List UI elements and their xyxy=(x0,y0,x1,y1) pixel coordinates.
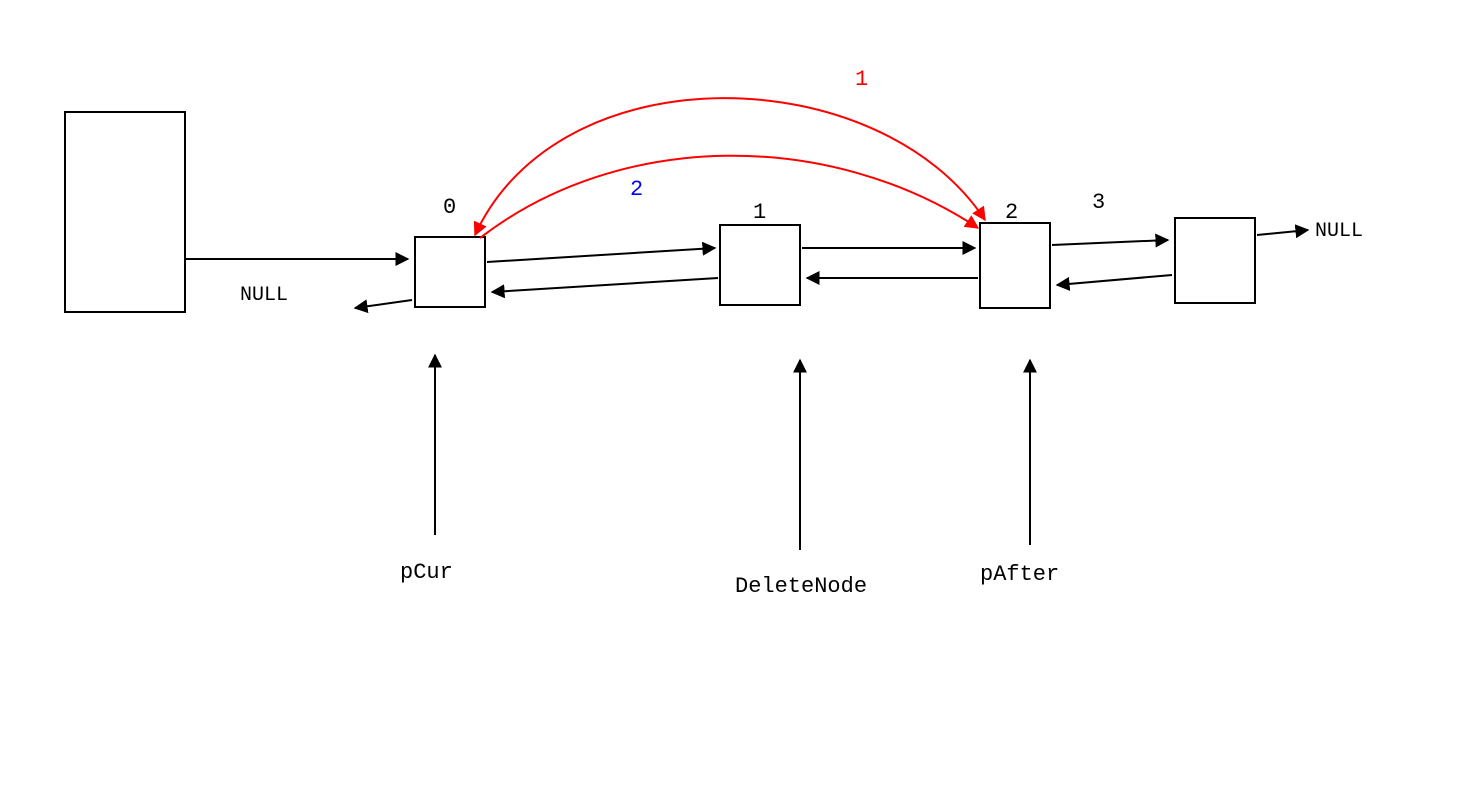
linked-list-diagram: 0 1 2 3 NULL NULL 1 2 pCur DeleteNode pA… xyxy=(0,0,1474,805)
edge-3-to-null xyxy=(1257,230,1308,235)
node-2-label: 2 xyxy=(1005,200,1018,225)
edge-0-to-1 xyxy=(487,248,715,262)
null-right-label: NULL xyxy=(1315,220,1363,243)
node-0 xyxy=(415,237,485,307)
curve-2-label: 2 xyxy=(630,177,643,202)
pointer-pcur-label: pCur xyxy=(400,560,453,585)
node-3 xyxy=(1175,218,1255,303)
null-left-label: NULL xyxy=(240,284,288,307)
head-node xyxy=(65,112,185,312)
edge-2-to-3 xyxy=(1052,240,1168,245)
edge-0-to-null xyxy=(355,300,412,308)
curve-1 xyxy=(475,98,985,235)
edge-3-to-2 xyxy=(1057,275,1172,285)
node-3-label: 3 xyxy=(1092,190,1105,215)
pointer-pafter-label: pAfter xyxy=(980,562,1059,587)
curve-1-label: 1 xyxy=(855,67,868,92)
node-2 xyxy=(980,223,1050,308)
node-1-label: 1 xyxy=(753,200,766,225)
pointer-deletenode-label: DeleteNode xyxy=(735,574,867,599)
node-0-label: 0 xyxy=(443,195,456,220)
node-1 xyxy=(720,225,800,305)
edge-1-to-0 xyxy=(492,278,718,292)
